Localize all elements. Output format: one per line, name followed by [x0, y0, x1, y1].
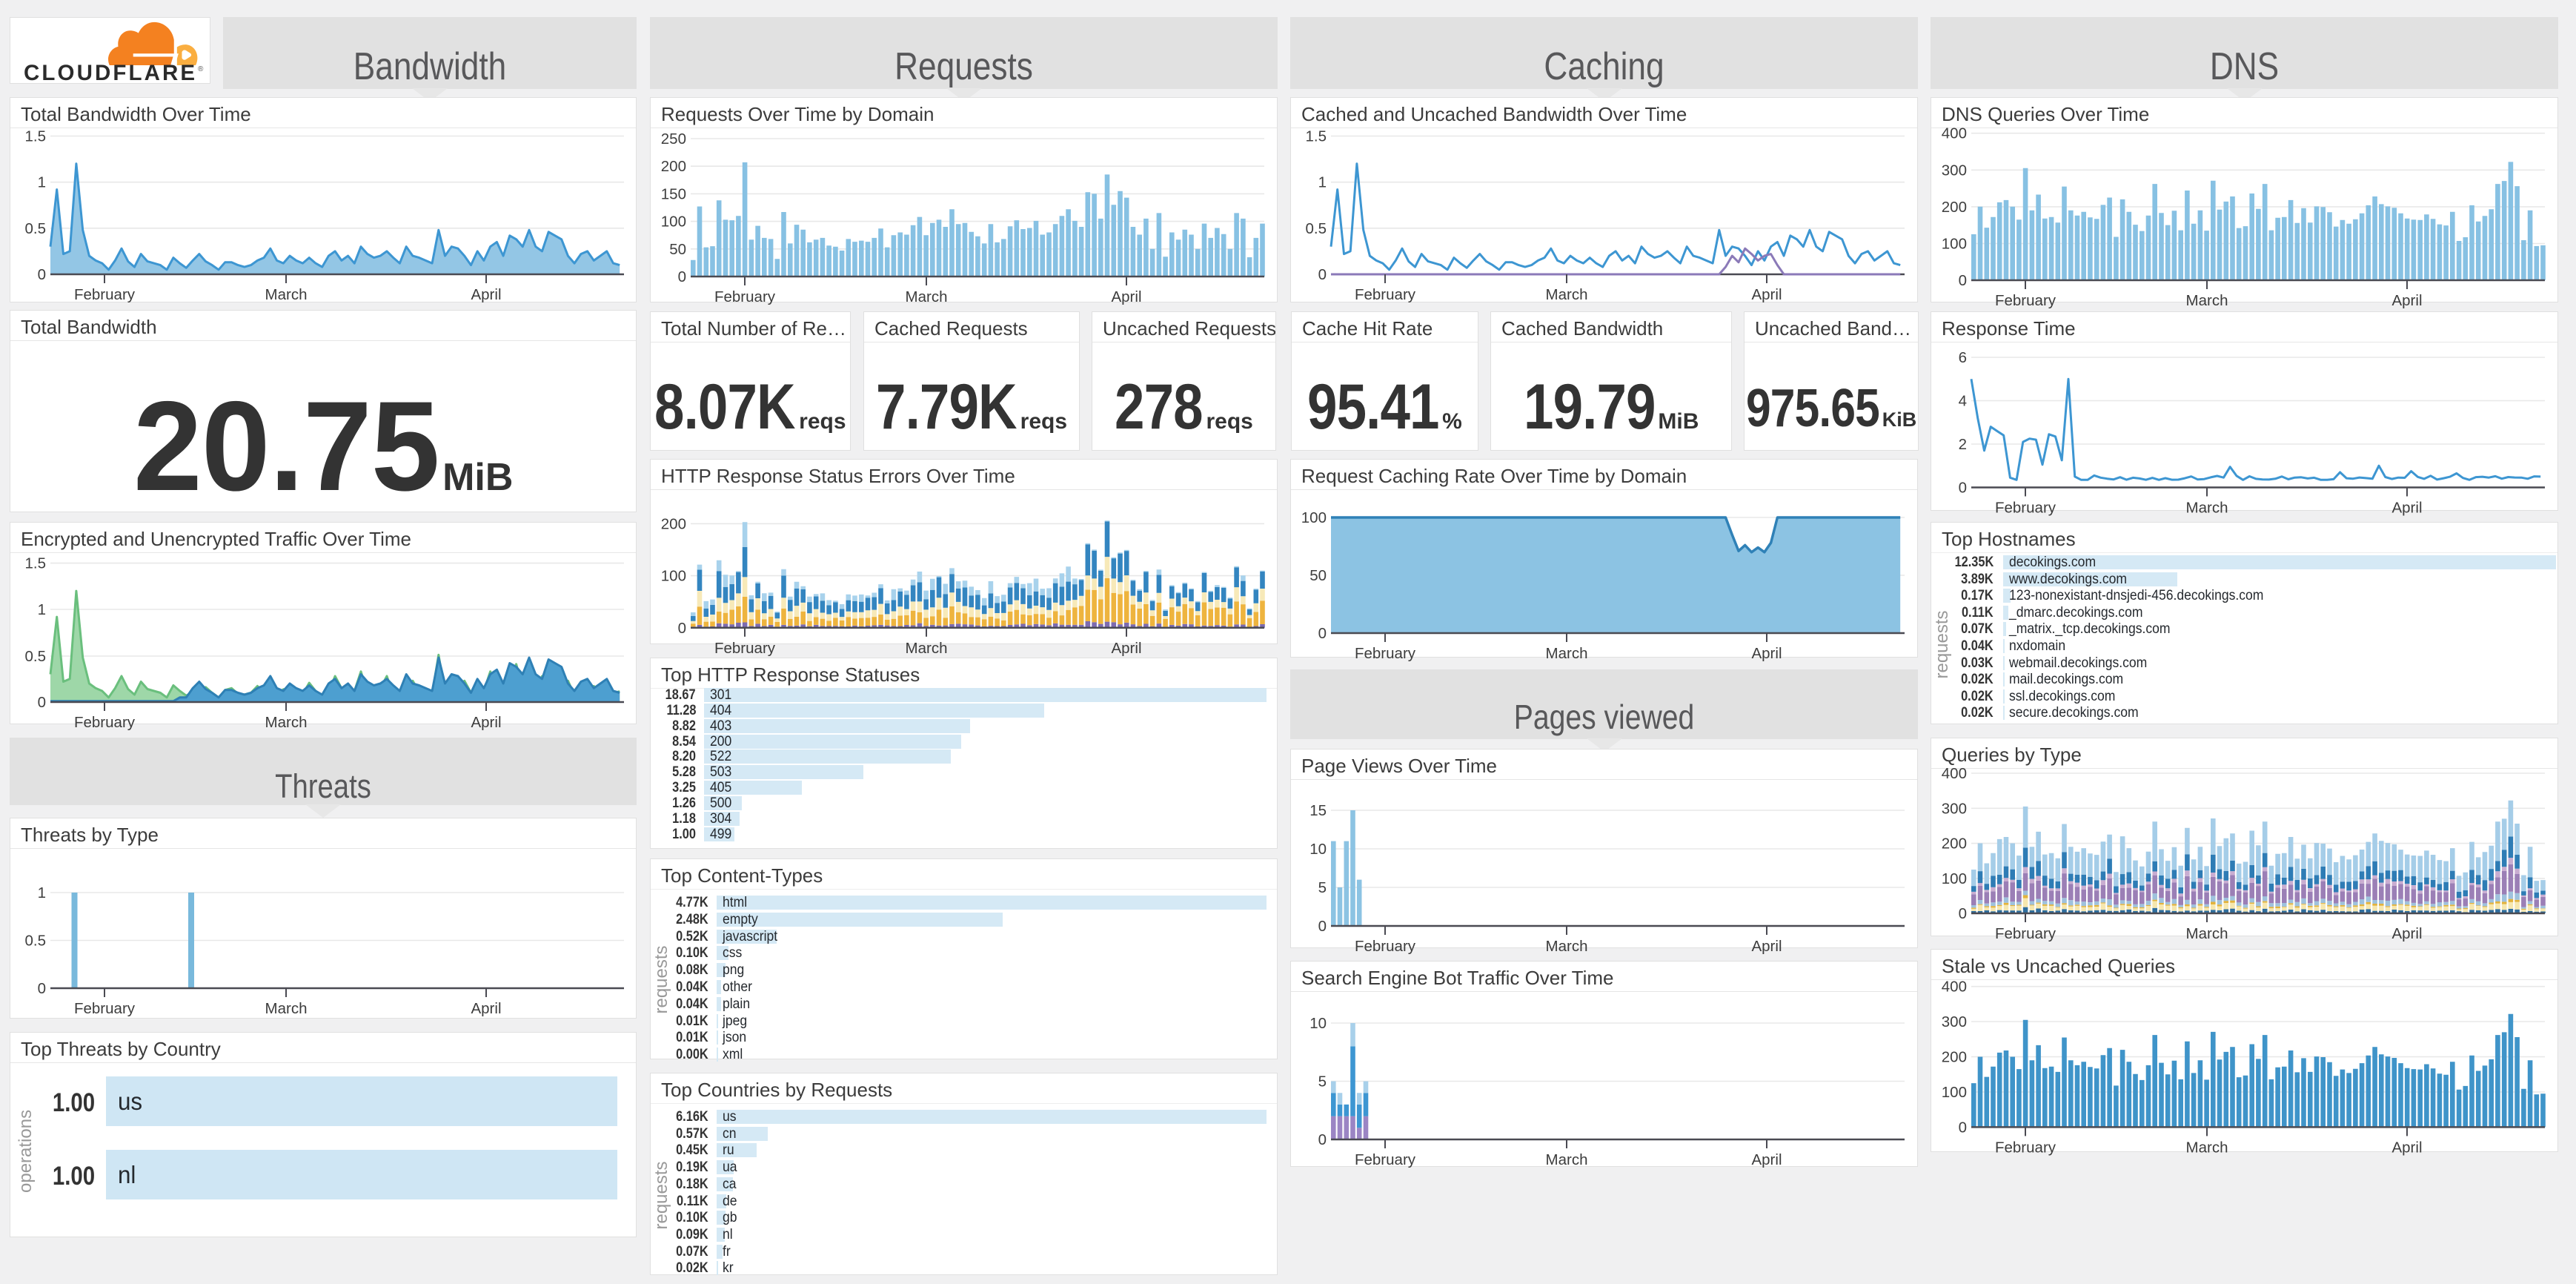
svg-text:March: March — [265, 1000, 308, 1017]
svg-text:April: April — [471, 714, 501, 731]
svg-text:April: April — [1751, 1151, 1782, 1168]
svg-text:0: 0 — [678, 620, 686, 637]
svg-text:0: 0 — [1959, 1119, 1967, 1136]
svg-text:March: March — [2186, 925, 2228, 942]
svg-text:2: 2 — [1959, 436, 1967, 453]
svg-text:300: 300 — [1942, 800, 1967, 817]
svg-text:1: 1 — [38, 601, 46, 618]
svg-text:March: March — [1546, 286, 1588, 303]
svg-text:10: 10 — [1309, 841, 1327, 858]
svg-text:0.5: 0.5 — [25, 648, 47, 665]
svg-text:February: February — [1995, 292, 2057, 309]
svg-text:February: February — [1355, 645, 1416, 662]
svg-text:0: 0 — [1959, 905, 1967, 922]
svg-text:10: 10 — [1309, 1015, 1327, 1032]
svg-text:1: 1 — [38, 174, 46, 191]
svg-text:400: 400 — [1942, 765, 1967, 782]
svg-text:March: March — [1546, 645, 1588, 662]
svg-text:100: 100 — [1301, 509, 1327, 526]
svg-text:February: February — [714, 288, 776, 305]
svg-text:200: 200 — [661, 158, 686, 175]
svg-text:300: 300 — [1942, 162, 1967, 179]
svg-text:March: March — [906, 288, 948, 305]
svg-text:0: 0 — [1318, 1131, 1327, 1148]
svg-text:0.5: 0.5 — [1306, 220, 1327, 237]
svg-text:April: April — [1751, 938, 1782, 955]
svg-text:0: 0 — [1959, 272, 1967, 289]
svg-text:100: 100 — [1942, 236, 1967, 253]
svg-text:March: March — [2186, 292, 2228, 309]
svg-text:February: February — [74, 286, 136, 303]
svg-text:April: April — [1751, 645, 1782, 662]
svg-text:March: March — [1546, 938, 1588, 955]
svg-text:250: 250 — [661, 130, 686, 148]
svg-text:CLOUDFLARE: CLOUDFLARE — [24, 61, 197, 85]
svg-text:200: 200 — [1942, 835, 1967, 853]
svg-text:200: 200 — [661, 515, 686, 532]
svg-text:1.5: 1.5 — [25, 128, 47, 145]
svg-text:200: 200 — [1942, 199, 1967, 216]
svg-text:0: 0 — [1318, 625, 1327, 642]
svg-text:5: 5 — [1318, 879, 1327, 896]
svg-text:February: February — [1355, 1151, 1416, 1168]
svg-text:February: February — [1995, 500, 2057, 517]
svg-text:100: 100 — [1942, 1084, 1967, 1101]
svg-text:0: 0 — [1318, 918, 1327, 935]
svg-text:March: March — [906, 640, 948, 657]
svg-text:March: March — [265, 286, 308, 303]
svg-text:100: 100 — [661, 568, 686, 585]
svg-text:0.5: 0.5 — [25, 220, 47, 237]
svg-text:300: 300 — [1942, 1013, 1967, 1030]
svg-text:50: 50 — [669, 241, 686, 258]
svg-text:February: February — [1995, 1139, 2057, 1156]
svg-text:February: February — [714, 640, 776, 657]
svg-text:April: April — [471, 1000, 501, 1017]
svg-text:0: 0 — [38, 266, 46, 283]
svg-text:1.5: 1.5 — [25, 555, 47, 572]
svg-text:March: March — [265, 714, 308, 731]
svg-text:1: 1 — [38, 884, 46, 901]
svg-text:1: 1 — [1318, 174, 1327, 191]
svg-text:200: 200 — [1942, 1049, 1967, 1066]
svg-text:February: February — [74, 1000, 136, 1017]
svg-text:100: 100 — [1942, 870, 1967, 887]
svg-text:April: April — [2391, 292, 2422, 309]
svg-text:April: April — [2391, 1139, 2422, 1156]
svg-text:6: 6 — [1959, 349, 1967, 366]
svg-text:April: April — [471, 286, 501, 303]
svg-text:5: 5 — [1318, 1073, 1327, 1091]
svg-text:150: 150 — [661, 185, 686, 202]
svg-text:February: February — [1355, 286, 1416, 303]
svg-text:0.5: 0.5 — [25, 933, 47, 950]
svg-text:0: 0 — [38, 694, 46, 711]
svg-text:April: April — [1751, 286, 1782, 303]
svg-text:0: 0 — [1959, 480, 1967, 497]
svg-text:100: 100 — [661, 214, 686, 231]
svg-text:0: 0 — [1318, 266, 1327, 283]
svg-text:400: 400 — [1942, 979, 1967, 996]
svg-text:400: 400 — [1942, 125, 1967, 142]
svg-text:April: April — [1111, 640, 1141, 657]
svg-text:March: March — [2186, 500, 2228, 517]
svg-text:February: February — [74, 714, 136, 731]
svg-text:April: April — [2391, 925, 2422, 942]
svg-text:15: 15 — [1309, 802, 1327, 819]
svg-text:February: February — [1355, 938, 1416, 955]
svg-text:50: 50 — [1309, 567, 1327, 584]
svg-text:4: 4 — [1959, 393, 1967, 410]
svg-text:®: ® — [198, 65, 204, 73]
svg-text:March: March — [1546, 1151, 1588, 1168]
svg-text:0: 0 — [38, 980, 46, 997]
svg-text:April: April — [1111, 288, 1141, 305]
svg-text:February: February — [1995, 925, 2057, 942]
svg-text:0: 0 — [678, 268, 686, 285]
svg-text:1.5: 1.5 — [1306, 128, 1327, 145]
svg-text:April: April — [2391, 500, 2422, 517]
svg-text:March: March — [2186, 1139, 2228, 1156]
